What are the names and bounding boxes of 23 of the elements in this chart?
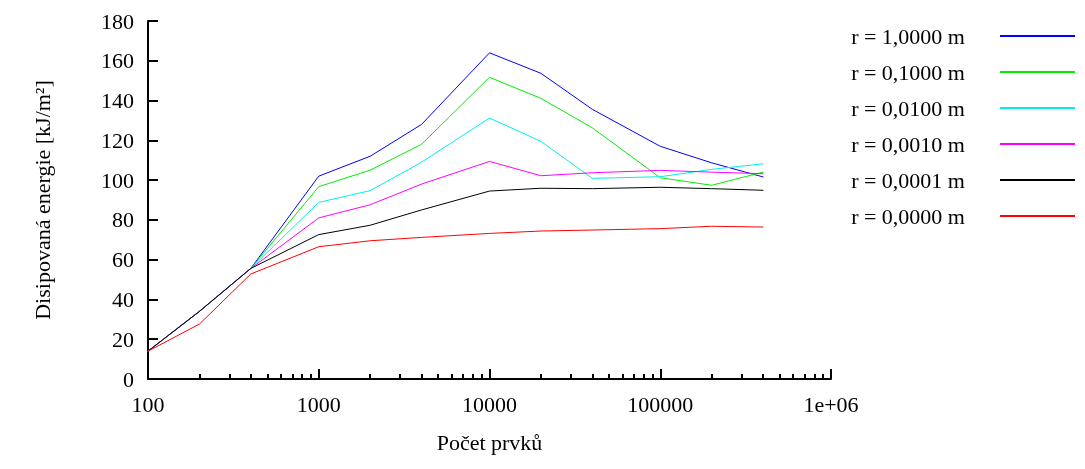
y-tick-label: 140: [101, 88, 134, 114]
y-tick-label: 120: [101, 127, 134, 153]
legend-label: r = 1,0000 m: [851, 23, 965, 49]
x-tick-label: 1e+06: [803, 391, 859, 417]
y-tick-label: 60: [112, 247, 134, 273]
legend-label: r = 0,0100 m: [851, 95, 965, 121]
x-tick-label: 10000: [462, 391, 517, 417]
y-tick-label: 0: [123, 366, 134, 392]
x-tick-label: 1000: [296, 391, 341, 417]
y-tick-label: 80: [112, 207, 134, 233]
y-tick-label: 160: [101, 48, 134, 74]
legend-label: r = 0,1000 m: [851, 59, 965, 85]
y-tick-label: 180: [101, 8, 134, 34]
legend-label: r = 0,0000 m: [851, 203, 965, 229]
x-tick-label: 100000: [627, 391, 694, 417]
legend-label: r = 0,0001 m: [851, 167, 965, 193]
legend-label: r = 0,0010 m: [851, 131, 965, 157]
y-axis-title: Disipovaná energie [kJ/m²]: [29, 80, 55, 320]
y-tick-label: 100: [101, 167, 134, 193]
y-tick-label: 40: [112, 286, 134, 312]
x-axis-title: Počet prvků: [436, 429, 543, 455]
y-tick-label: 20: [112, 326, 134, 352]
x-tick-label: 100: [131, 391, 165, 417]
